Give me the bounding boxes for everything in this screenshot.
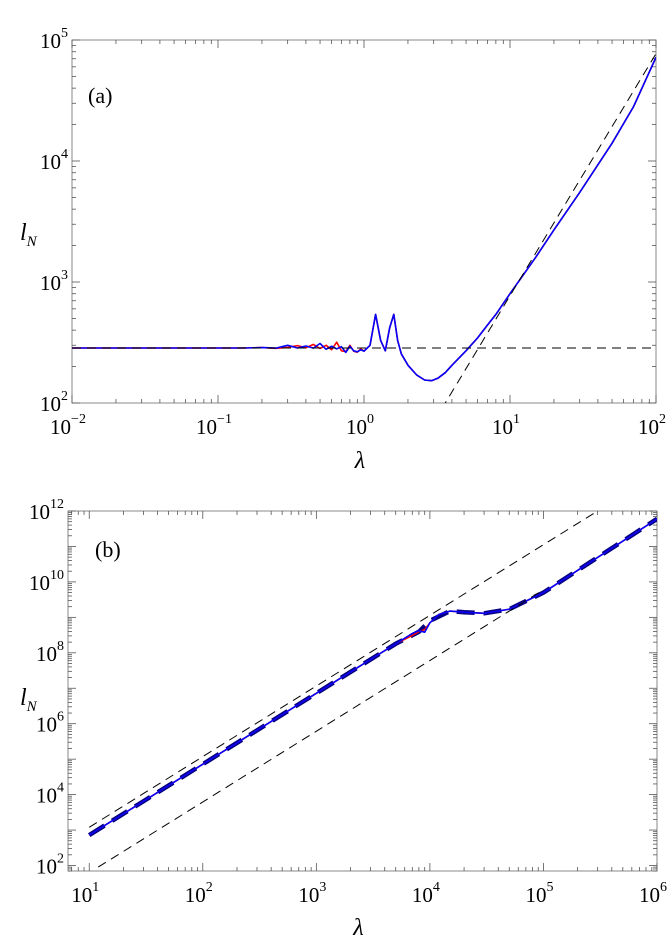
y-tick-label: 1012 — [29, 497, 64, 524]
y-axis-label: lN — [20, 685, 38, 715]
x-tick-label: 106 — [639, 880, 667, 907]
x-tick-label: 101 — [492, 412, 520, 439]
panel-a: 10−2 10−1 100 101 102 102 103 104 105 λ lN (a) — [20, 26, 666, 474]
y-tick-label: 103 — [40, 268, 68, 295]
y-tick-label: 102 — [40, 389, 68, 416]
x-tick-label: 101 — [71, 880, 99, 907]
x-tick-label: 102 — [638, 412, 666, 439]
series-group — [72, 53, 656, 403]
x-axis-label: λ — [352, 915, 363, 941]
y-axis-label: lN — [20, 220, 38, 250]
x-tick-label: 102 — [185, 880, 213, 907]
y-tick-label: 104 — [40, 147, 68, 174]
x-tick-label: 105 — [525, 880, 553, 907]
y-tick-label: 105 — [40, 26, 68, 53]
x-tick-label: 10−1 — [196, 412, 232, 439]
panel-b: 101 102 103 104 105 106 102 104 106 108 1010 1012 λ l… — [20, 497, 667, 941]
series-line-0 — [72, 56, 656, 382]
x-tick-label: 100 — [346, 412, 374, 439]
x-axis-label: λ — [354, 448, 365, 474]
y-tick-label: 1010 — [29, 568, 64, 595]
series-line-2 — [88, 518, 657, 836]
series-line-1 — [72, 56, 656, 382]
x-tick-label: 10−2 — [50, 412, 86, 439]
series-line-3 — [88, 511, 598, 828]
x-tick-label: 104 — [412, 880, 440, 907]
series-line-1 — [88, 518, 657, 836]
y-tick-label: 108 — [36, 639, 64, 666]
series-line-4 — [97, 589, 544, 868]
plot-frame — [67, 510, 658, 872]
series-group — [88, 511, 657, 868]
series-line-3 — [444, 53, 656, 403]
y-tick-label: 104 — [36, 781, 64, 808]
x-tick-label: 103 — [298, 880, 326, 907]
panel-label: (b) — [95, 537, 121, 562]
series-line-0 — [88, 517, 657, 838]
panel-label: (a) — [88, 83, 112, 108]
y-tick-label: 102 — [36, 852, 64, 879]
y-tick-label: 106 — [36, 710, 64, 737]
